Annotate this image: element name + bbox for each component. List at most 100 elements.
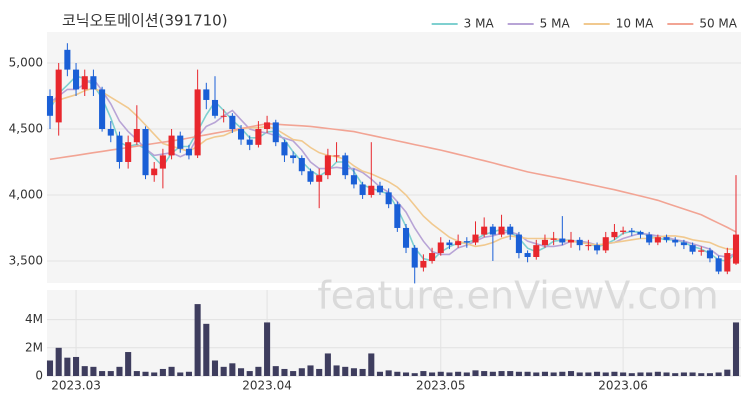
candle-body (359, 184, 366, 195)
candle-body (237, 128, 245, 140)
volume-bar (342, 366, 349, 376)
volume-bar (107, 371, 114, 376)
volume-bar (524, 371, 531, 376)
plot-layer: 3,500 4,000 4,500 5,000 0 2M 4M 2023.03 2023.04 2… (9, 17, 741, 393)
volume-bar (585, 372, 592, 376)
volume-bar (73, 356, 80, 376)
volume-bar (541, 371, 549, 376)
candle-body (342, 155, 349, 176)
y-tick-label: 5,000 (9, 56, 43, 70)
volume-bar (81, 366, 88, 376)
price-plot-area (47, 32, 741, 283)
candle-body (394, 204, 401, 228)
candle-body (298, 158, 305, 172)
volume-bar (463, 372, 470, 376)
volume-bar (237, 368, 245, 376)
volume-bar (498, 371, 505, 376)
volume-bar (211, 360, 219, 376)
candle-body (194, 89, 201, 156)
volume-bar (55, 347, 62, 376)
volume-bar (533, 372, 540, 376)
candle-body (472, 234, 479, 243)
candle-body (481, 226, 488, 235)
candle-body (385, 192, 392, 205)
candle-body (316, 175, 323, 182)
volume-bar (455, 371, 462, 376)
candle-body (541, 239, 549, 246)
legend-label: 5 MA (540, 17, 571, 31)
volume-bar (429, 372, 436, 376)
y-tick-label: 3,500 (9, 253, 43, 267)
y-tick-label: 0 (35, 369, 43, 383)
candle-body (585, 245, 592, 247)
volume-bar (307, 365, 314, 376)
volume-bar (559, 371, 566, 376)
legend-label: 10 MA (616, 17, 654, 31)
ma-line (49, 77, 737, 258)
volume-bar (376, 371, 384, 376)
candle-body (107, 128, 114, 136)
volume-bar (264, 322, 271, 376)
volume-bar (229, 363, 236, 376)
x-tick-label: 2023.06 (598, 379, 648, 393)
candle-body (654, 237, 661, 243)
y-tick-label: 4M (25, 312, 43, 326)
candle-body (489, 226, 496, 235)
candle-body (177, 135, 184, 149)
candle-body (533, 245, 540, 258)
candle-body (689, 245, 696, 252)
candle-body (376, 185, 384, 193)
candle-body (272, 122, 279, 143)
volume-bar (359, 368, 366, 376)
volume-bar (706, 373, 713, 376)
candle-body (446, 242, 453, 246)
volume-bar (133, 371, 140, 376)
candle-body (90, 76, 97, 90)
candle-body (663, 237, 670, 240)
volume-bar (507, 371, 514, 376)
volume-bar (680, 372, 687, 376)
volume-bar (255, 366, 262, 376)
y-tick-label: 4,500 (9, 121, 43, 135)
candle-body (498, 226, 505, 235)
volume-bar (64, 357, 71, 376)
volume-bar (272, 366, 279, 376)
candle-body (64, 49, 71, 70)
candle-body (611, 231, 618, 238)
volume-bar (481, 371, 488, 376)
candle-body (203, 89, 210, 100)
volume-bar (672, 373, 679, 376)
candle-body (463, 241, 470, 243)
volume-bar (628, 373, 635, 376)
volume-bar (298, 368, 305, 376)
candle-body (646, 234, 653, 243)
candle-body (724, 253, 731, 272)
candle-body (368, 185, 375, 195)
candle-body (99, 89, 106, 129)
candle-body (73, 69, 80, 90)
volume-bar (385, 370, 392, 376)
candle-body (602, 237, 609, 251)
volume-bar (446, 372, 453, 376)
candle-body (168, 135, 175, 156)
candle-body (455, 241, 462, 246)
candle-body (151, 168, 158, 176)
candle-body (628, 230, 635, 232)
candle-body (680, 242, 687, 246)
candle-body (350, 175, 357, 185)
volume-bar (420, 371, 427, 376)
legend-label: 3 MA (464, 17, 495, 31)
volume-bar (489, 371, 496, 376)
volume-bar (689, 372, 696, 376)
volume-bar (90, 366, 97, 376)
volume-bar (203, 323, 210, 376)
legend-label: 50 MA (699, 17, 737, 31)
volume-bar (324, 353, 331, 376)
volume-bar (620, 372, 627, 376)
volume-bar (368, 353, 375, 376)
candle-body (576, 239, 583, 246)
candle-body (524, 253, 531, 258)
ma-line (49, 87, 736, 250)
volume-bar (515, 371, 522, 376)
volume-bar (159, 368, 166, 376)
